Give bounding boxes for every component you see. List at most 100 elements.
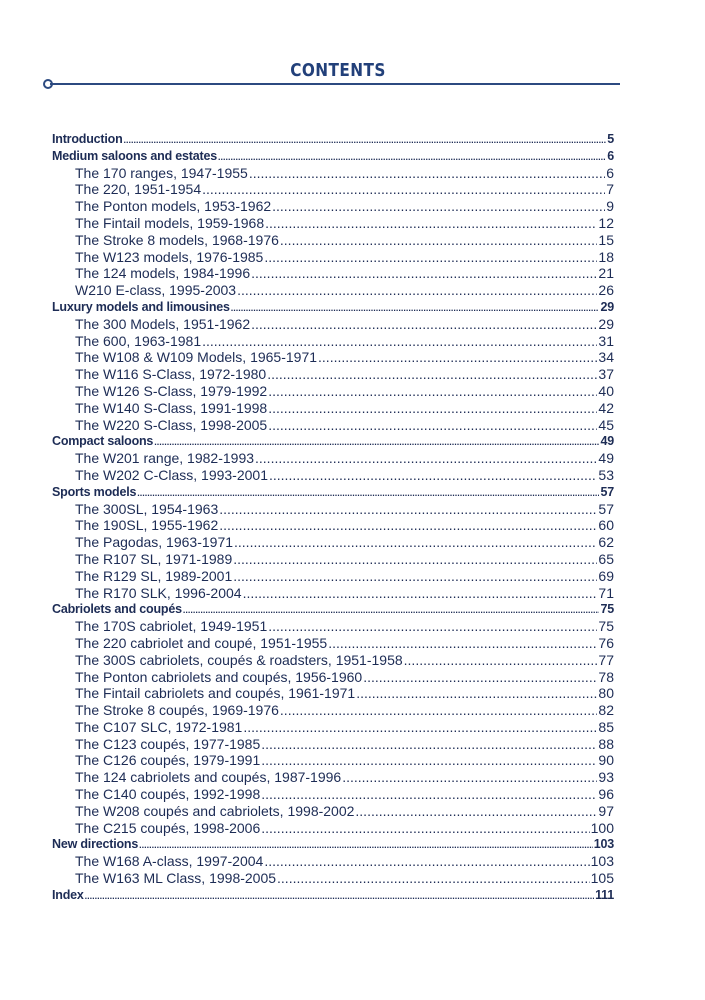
toc-entry-title: Medium saloons and estates [52, 148, 217, 163]
toc-entry[interactable]: The W140 S-Class, 1991-1998 42 [52, 400, 614, 417]
dot-leader [268, 400, 597, 417]
toc-page-number: 65 [598, 550, 614, 567]
toc-entry-title: The Stroke 8 models, 1968-1976 [75, 231, 279, 248]
dot-leader [243, 719, 597, 736]
toc-page-number: 105 [590, 870, 614, 887]
toc-entry[interactable]: The Stroke 8 coupés, 1969-1976 82 [52, 702, 614, 719]
toc-entry[interactable]: The C140 coupés, 1992-1998 96 [52, 786, 614, 803]
toc-entry-title: The W123 models, 1976-1985 [75, 248, 264, 265]
toc-entry-title: The C126 coupés, 1979-1991 [75, 752, 261, 769]
toc-entry[interactable]: The C107 SLC, 1972-1981 85 [52, 719, 614, 736]
toc-entry-title: The 600, 1963-1981 [75, 332, 202, 349]
toc-entry[interactable]: The Fintail models, 1959-1968 12 [52, 215, 614, 232]
toc-entry-title: The W116 S-Class, 1972-1980 [75, 366, 267, 383]
toc-page-number: 103 [590, 853, 614, 870]
dot-leader [249, 165, 605, 182]
toc-entry[interactable]: The Fintail cabriolets and coupés, 1961-… [52, 685, 614, 702]
toc-entry[interactable]: The Pagodas, 1963-1971 62 [52, 534, 614, 551]
toc-entry[interactable]: The 220 cabriolet and coupé, 1951-1955 76 [52, 635, 614, 652]
toc-entry[interactable]: The 220, 1951-1954 7 [52, 181, 614, 198]
toc-entry[interactable]: The 300 Models, 1951-1962 29 [52, 316, 614, 333]
toc-entry[interactable]: The 124 cabriolets and coupés, 1987-1996… [52, 769, 614, 786]
dot-leader [251, 316, 597, 333]
toc-section[interactable]: New directions 103 [52, 836, 614, 853]
toc-entry[interactable]: The Stroke 8 models, 1968-1976 15 [52, 232, 614, 249]
toc-entry-title: The W163 ML Class, 1998-2005 [75, 870, 277, 887]
dot-leader [251, 265, 597, 282]
toc-page-number: 29 [600, 299, 614, 314]
toc-entry-title: The Fintail cabriolets and coupés, 1961-… [75, 685, 356, 702]
toc-entry[interactable]: The R129 SL, 1989-2001 69 [52, 568, 614, 585]
toc-entry[interactable]: The Ponton models, 1953-1962 9 [52, 198, 614, 215]
toc-entry-title: The 124 cabriolets and coupés, 1987-1996 [75, 769, 342, 786]
toc-entry[interactable]: The C215 coupés, 1998-2006 100 [52, 820, 614, 837]
toc-page-number: 78 [598, 668, 614, 685]
toc-entry[interactable]: The W208 coupés and cabriolets, 1998-200… [52, 803, 614, 820]
toc-entry-title: Cabriolets and coupés [52, 602, 182, 617]
dot-leader [261, 786, 597, 803]
toc-entry[interactable]: The R107 SL, 1971-1989 65 [52, 551, 614, 568]
toc-entry-title: Compact saloons [52, 434, 154, 449]
toc-entry-title: The Pagodas, 1963-1971 [75, 534, 234, 551]
toc-entry[interactable]: W210 E-class, 1995-2003 26 [52, 282, 614, 299]
toc-entry[interactable]: The W116 S-Class, 1972-1980 37 [52, 366, 614, 383]
toc-entry[interactable]: The 300S cabriolets, coupés & roadsters,… [52, 652, 614, 669]
toc-entry[interactable]: The 170 ranges, 1947-1955 6 [52, 165, 614, 182]
toc-page-number: 80 [598, 685, 614, 702]
toc-page-number: 45 [598, 416, 614, 433]
toc-entry[interactable]: The 170S cabriolet, 1949-1951 75 [52, 618, 614, 635]
toc-section[interactable]: Sports models 57 [52, 484, 614, 501]
toc-page-number: 88 [598, 735, 614, 752]
toc-entry[interactable]: The Ponton cabriolets and coupés, 1956-1… [52, 669, 614, 686]
dot-leader [231, 300, 600, 316]
toc-page-number: 103 [593, 837, 614, 852]
toc-entry-title: The 190SL, 1955-1962 [75, 517, 219, 534]
dot-leader [272, 198, 605, 215]
toc-entry[interactable]: The W108 & W109 Models, 1965-1971 34 [52, 349, 614, 366]
toc-entry[interactable]: The W168 A-class, 1997-2004 103 [52, 853, 614, 870]
toc-entry-title: The 220, 1951-1954 [75, 181, 202, 198]
toc-section[interactable]: Cabriolets and coupés 75 [52, 601, 614, 618]
toc-entry[interactable]: The C126 coupés, 1979-1991 90 [52, 752, 614, 769]
toc-entry[interactable]: The 300SL, 1954-1963 57 [52, 501, 614, 518]
toc-entry-title: The Ponton cabriolets and coupés, 1956-1… [75, 668, 363, 685]
toc-entry[interactable]: The W123 models, 1976-1985 18 [52, 249, 614, 266]
dot-leader [137, 485, 599, 501]
toc-entry[interactable]: The W201 range, 1982-1993 49 [52, 450, 614, 467]
toc-page-number: 85 [598, 718, 614, 735]
dot-leader [261, 820, 589, 837]
toc-section[interactable]: Compact saloons 49 [52, 433, 614, 450]
toc-entry[interactable]: The W163 ML Class, 1998-2005 105 [52, 870, 614, 887]
toc-entry[interactable]: The W126 S-Class, 1979-1992 40 [52, 383, 614, 400]
toc-page-number: 96 [598, 786, 614, 803]
dot-leader [85, 888, 594, 904]
toc-entry[interactable]: The 124 models, 1984-1996 21 [52, 265, 614, 282]
toc-section[interactable]: Luxury models and limousines 29 [52, 299, 614, 316]
toc-page-number: 21 [598, 265, 614, 282]
dot-leader [355, 803, 597, 820]
dot-leader [404, 652, 598, 669]
toc-entry-title: The Fintail models, 1959-1968 [75, 214, 265, 231]
dot-leader [202, 181, 605, 198]
toc-section[interactable]: Medium saloons and estates 6 [52, 148, 614, 165]
dot-leader [268, 618, 597, 635]
toc-entry[interactable]: The 190SL, 1955-1962 60 [52, 517, 614, 534]
toc-entry[interactable]: The 600, 1963-1981 31 [52, 333, 614, 350]
dot-leader [233, 551, 597, 568]
toc-entry[interactable]: The W202 C-Class, 1993-2001 53 [52, 467, 614, 484]
toc-entry[interactable]: The R170 SLK, 1996-2004 71 [52, 585, 614, 602]
toc-page-number: 62 [598, 534, 614, 551]
toc-entry-title: The R107 SL, 1971-1989 [75, 550, 233, 567]
toc-page-number: 31 [598, 332, 614, 349]
toc-entry[interactable]: The W220 S-Class, 1998-2005 45 [52, 417, 614, 434]
toc-section[interactable]: Index 111 [52, 887, 614, 904]
toc-section[interactable]: Introduction 5 [52, 131, 614, 148]
dot-leader [356, 685, 597, 702]
toc-entry-title: The 220 cabriolet and coupé, 1951-1955 [75, 634, 328, 651]
toc-entry[interactable]: The C123 coupés, 1977-1985 88 [52, 736, 614, 753]
toc-page-number: 9 [606, 198, 614, 215]
toc-page-number: 15 [598, 231, 614, 248]
toc-page-number: 57 [600, 484, 614, 499]
dot-leader [277, 870, 590, 887]
dot-leader [280, 232, 598, 249]
